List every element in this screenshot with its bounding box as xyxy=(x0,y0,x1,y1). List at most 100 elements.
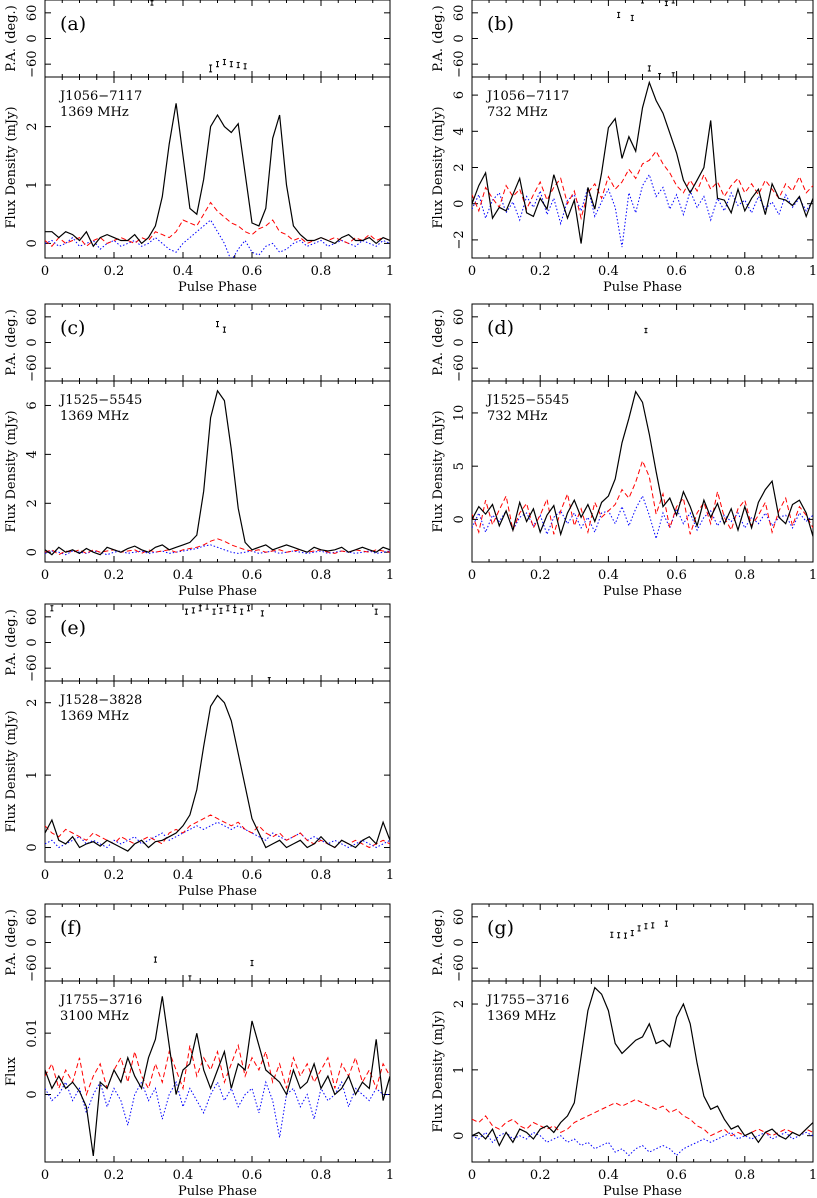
source-name: J1755−3716 xyxy=(58,993,142,1008)
panel-g: 0 0.2 0.4 0.6 0.8 1 0 1 2 −60 0 60 Pulse Phase Flux D… xyxy=(431,903,817,1198)
pa-point xyxy=(664,920,668,927)
x-tick-label: 0 xyxy=(41,568,49,583)
pa-point xyxy=(630,14,634,22)
frequency-label: 732 MHz xyxy=(487,409,548,424)
pa-point xyxy=(209,64,213,73)
pa-tick-label: 0 xyxy=(25,338,40,346)
y-tick-label: 1 xyxy=(25,181,40,189)
x-tick-label: 0.8 xyxy=(734,568,755,583)
pa-point xyxy=(153,956,157,963)
pa-point xyxy=(184,608,188,615)
frequency-label: 732 MHz xyxy=(487,105,548,120)
pa-frame xyxy=(471,303,814,382)
x-axis-title: Pulse Phase xyxy=(178,884,257,899)
x-tick-label: 1 xyxy=(809,1168,817,1183)
x-tick-label: 0.8 xyxy=(311,868,332,883)
y-axis-title: Flux Density (mJy) xyxy=(4,410,19,532)
x-tick-label: 0.6 xyxy=(242,264,263,279)
series-total xyxy=(472,80,813,244)
pa-point xyxy=(216,321,219,328)
panel-letter: (d) xyxy=(487,317,514,339)
pa-tick-label: −60 xyxy=(25,954,40,981)
x-tick-label: 0.4 xyxy=(173,1168,194,1183)
pa-point xyxy=(617,932,621,939)
panel-letter: (e) xyxy=(60,617,86,639)
pa-point xyxy=(623,932,627,939)
x-tick-label: 0 xyxy=(468,568,476,583)
series-total xyxy=(45,389,390,556)
x-tick-label: 0.8 xyxy=(311,568,332,583)
y-tick-label: 0.01 xyxy=(25,1019,40,1048)
y-tick-label: 2 xyxy=(25,122,40,130)
y-tick-label: 1 xyxy=(25,771,40,779)
pa-frame xyxy=(44,303,391,382)
pa-point xyxy=(644,923,648,930)
x-tick-label: 0.4 xyxy=(598,1168,619,1183)
y-tick-label: 10 xyxy=(452,405,467,422)
series-circular xyxy=(472,1131,813,1157)
pa-tick-label: 60 xyxy=(452,309,467,326)
y-tick-label: 0 xyxy=(452,1132,467,1140)
pa-frame xyxy=(44,603,391,682)
series-linear xyxy=(45,201,390,248)
y-tick-label: 0 xyxy=(452,200,467,208)
x-tick-label: 0.4 xyxy=(173,868,194,883)
pa-tick-label: 60 xyxy=(25,5,40,22)
panel-a: 0 0.2 0.4 0.6 0.8 1 0 1 2 −60 0 60 Pulse Phase Flux D… xyxy=(4,0,394,295)
series-linear xyxy=(472,150,813,221)
x-tick-label: 0 xyxy=(41,1168,49,1183)
y-tick-label: 0 xyxy=(25,239,40,247)
y-tick-label: 2 xyxy=(452,163,467,171)
pa-point xyxy=(671,0,675,4)
x-tick-label: 0 xyxy=(41,264,49,279)
y-tick-label: 6 xyxy=(452,91,467,99)
pa-axis-title: P.A. (deg.) xyxy=(4,609,19,676)
pa-tick-label: 60 xyxy=(452,5,467,22)
pa-point xyxy=(267,677,271,682)
x-tick-label: 0.8 xyxy=(734,264,755,279)
pa-point xyxy=(250,959,254,967)
y-axis-title: Flux xyxy=(4,1056,19,1086)
y-axis-title: Flux Density (mJy) xyxy=(4,106,19,228)
pa-tick-label: 60 xyxy=(25,609,40,626)
pa-point xyxy=(150,0,154,6)
x-tick-label: 1 xyxy=(386,868,394,883)
x-tick-label: 0.6 xyxy=(242,568,263,583)
series-circular xyxy=(472,173,813,248)
x-tick-label: 0.8 xyxy=(311,1168,332,1183)
x-tick-label: 1 xyxy=(809,568,817,583)
series-total xyxy=(45,996,390,1156)
y-tick-label: 0 xyxy=(452,515,467,523)
x-axis-title: Pulse Phase xyxy=(178,1184,257,1198)
x-tick-label: 0.6 xyxy=(666,264,687,279)
pa-point xyxy=(658,73,662,78)
panel-letter: (b) xyxy=(487,13,514,35)
x-tick-label: 0.2 xyxy=(530,264,551,279)
x-tick-label: 0.2 xyxy=(104,868,125,883)
panel-letter: (c) xyxy=(60,317,85,339)
series-circular xyxy=(45,219,390,258)
pa-tick-label: −60 xyxy=(452,354,467,381)
x-tick-label: 0.2 xyxy=(104,568,125,583)
pa-tick-label: 0 xyxy=(25,638,40,646)
pa-axis-title: P.A. (deg.) xyxy=(431,5,446,72)
pa-point xyxy=(222,58,226,66)
pa-tick-label: 0 xyxy=(452,338,467,346)
x-tick-label: 0.6 xyxy=(242,1168,263,1183)
series-linear xyxy=(472,1098,813,1137)
y-tick-label: 6 xyxy=(25,401,40,409)
panel-letter: (a) xyxy=(60,13,86,35)
pa-point xyxy=(236,61,240,69)
x-tick-label: 0 xyxy=(468,1168,476,1183)
pa-tick-label: 60 xyxy=(25,909,40,926)
series-linear xyxy=(472,459,813,535)
x-axis-title: Pulse Phase xyxy=(603,280,682,295)
x-tick-label: 0.2 xyxy=(530,1168,551,1183)
x-tick-label: 0.2 xyxy=(530,568,551,583)
series-circular xyxy=(45,1080,390,1138)
pa-point xyxy=(647,65,651,72)
pa-point xyxy=(191,607,195,614)
pa-frame xyxy=(471,0,814,78)
pa-axis-title: P.A. (deg.) xyxy=(431,309,446,376)
